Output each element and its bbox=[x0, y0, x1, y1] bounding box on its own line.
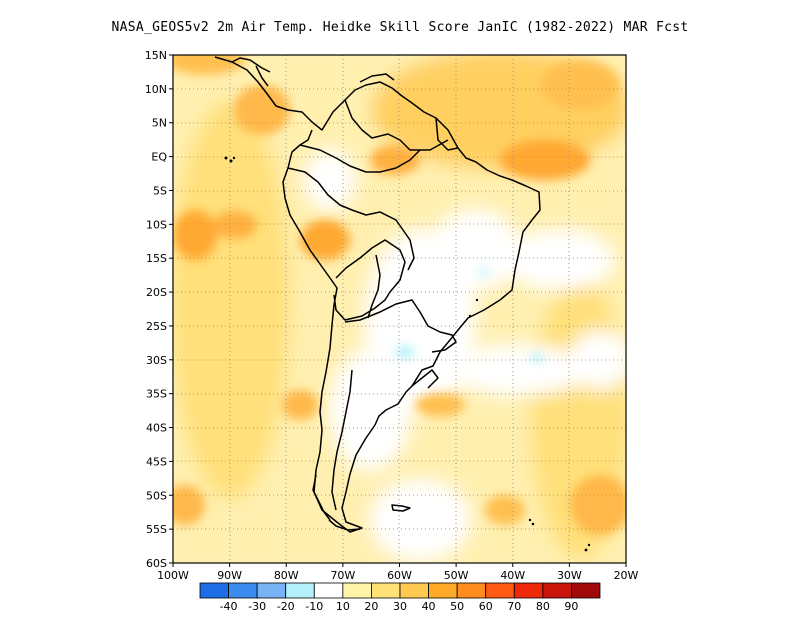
colorbar-swatch bbox=[256, 582, 287, 599]
lat-tick-label: 35S bbox=[146, 388, 167, 401]
lat-tick-label: 20S bbox=[146, 286, 167, 299]
shaded-field bbox=[173, 55, 626, 563]
lon-tick-label: 50W bbox=[444, 569, 469, 582]
colorbar-label: 50 bbox=[450, 600, 464, 613]
colorbar-swatch bbox=[456, 582, 487, 599]
lon-tick-label: 90W bbox=[217, 569, 242, 582]
colorbar-swatch bbox=[342, 582, 372, 599]
lat-tick-label: 5S bbox=[153, 184, 167, 197]
colorbar-label: 80 bbox=[536, 600, 550, 613]
colorbar-swatch bbox=[513, 582, 544, 599]
map-title: NASA_GEOS5v2 2m Air Temp. Heidke Skill S… bbox=[111, 20, 689, 35]
colorbar-label: -40 bbox=[220, 600, 238, 613]
lon-tick-label: 80W bbox=[274, 569, 299, 582]
lon-tick-label: 40W bbox=[500, 569, 525, 582]
lat-tick-label: 10S bbox=[146, 218, 167, 231]
island-specks bbox=[224, 156, 591, 552]
colorbar-swatch bbox=[228, 582, 258, 599]
colorbar-label: -20 bbox=[277, 600, 295, 613]
colorbar-swatch bbox=[485, 582, 515, 599]
lat-tick-label: 30S bbox=[146, 354, 167, 367]
lon-tick-label: 100W bbox=[157, 569, 189, 582]
colorbar-label: 90 bbox=[564, 600, 578, 613]
colorbar-swatch bbox=[428, 582, 458, 599]
colorbar-swatch bbox=[199, 582, 229, 599]
colorbar-label: 60 bbox=[479, 600, 493, 613]
latitude-axis: 15N 10N 5N EQ 5S 10S 15S 20S 25S 30S 35S 40S 45S 50S 5… bbox=[145, 49, 173, 570]
colorbar-label: 20 bbox=[364, 600, 378, 613]
colorbar-label: 10 bbox=[336, 600, 350, 613]
colorbar-swatch bbox=[399, 582, 429, 599]
coastlines bbox=[214, 56, 541, 533]
lat-tick-label: EQ bbox=[151, 151, 167, 164]
lon-tick-label: 60W bbox=[387, 569, 412, 582]
colorbar-swatch bbox=[542, 582, 572, 599]
lat-tick-label: 60S bbox=[146, 557, 167, 570]
colorbar-label: 30 bbox=[393, 600, 407, 613]
lat-tick-label: 5N bbox=[152, 117, 167, 130]
colorbar-label: 70 bbox=[507, 600, 521, 613]
colorbar: -40 -30 -20 -10 10 20 30 40 50 60 70 80 90 bbox=[199, 582, 601, 613]
lat-tick-label: 15N bbox=[145, 49, 167, 62]
colorbar-swatch bbox=[313, 582, 344, 599]
colorbar-label: 40 bbox=[422, 600, 436, 613]
colorbar-label: -10 bbox=[305, 600, 323, 613]
lat-tick-label: 55S bbox=[146, 523, 167, 536]
longitude-axis: 100W 90W 80W 70W 60W 50W 40W 30W 20W bbox=[157, 563, 639, 582]
lat-tick-label: 25S bbox=[146, 320, 167, 333]
lat-tick-label: 40S bbox=[146, 422, 167, 435]
plot-area bbox=[172, 54, 627, 564]
colorbar-swatch bbox=[371, 582, 401, 599]
lon-tick-label: 70W bbox=[330, 569, 355, 582]
lat-tick-label: 15S bbox=[146, 252, 167, 265]
colorbar-swatch bbox=[285, 582, 315, 599]
colorbar-swatch bbox=[571, 582, 601, 599]
lat-tick-label: 50S bbox=[146, 489, 167, 502]
lat-tick-label: 10N bbox=[145, 83, 167, 96]
colorbar-label: -30 bbox=[248, 600, 266, 613]
lon-tick-label: 30W bbox=[557, 569, 582, 582]
lon-tick-label: 20W bbox=[614, 569, 639, 582]
lat-tick-label: 45S bbox=[146, 455, 167, 468]
